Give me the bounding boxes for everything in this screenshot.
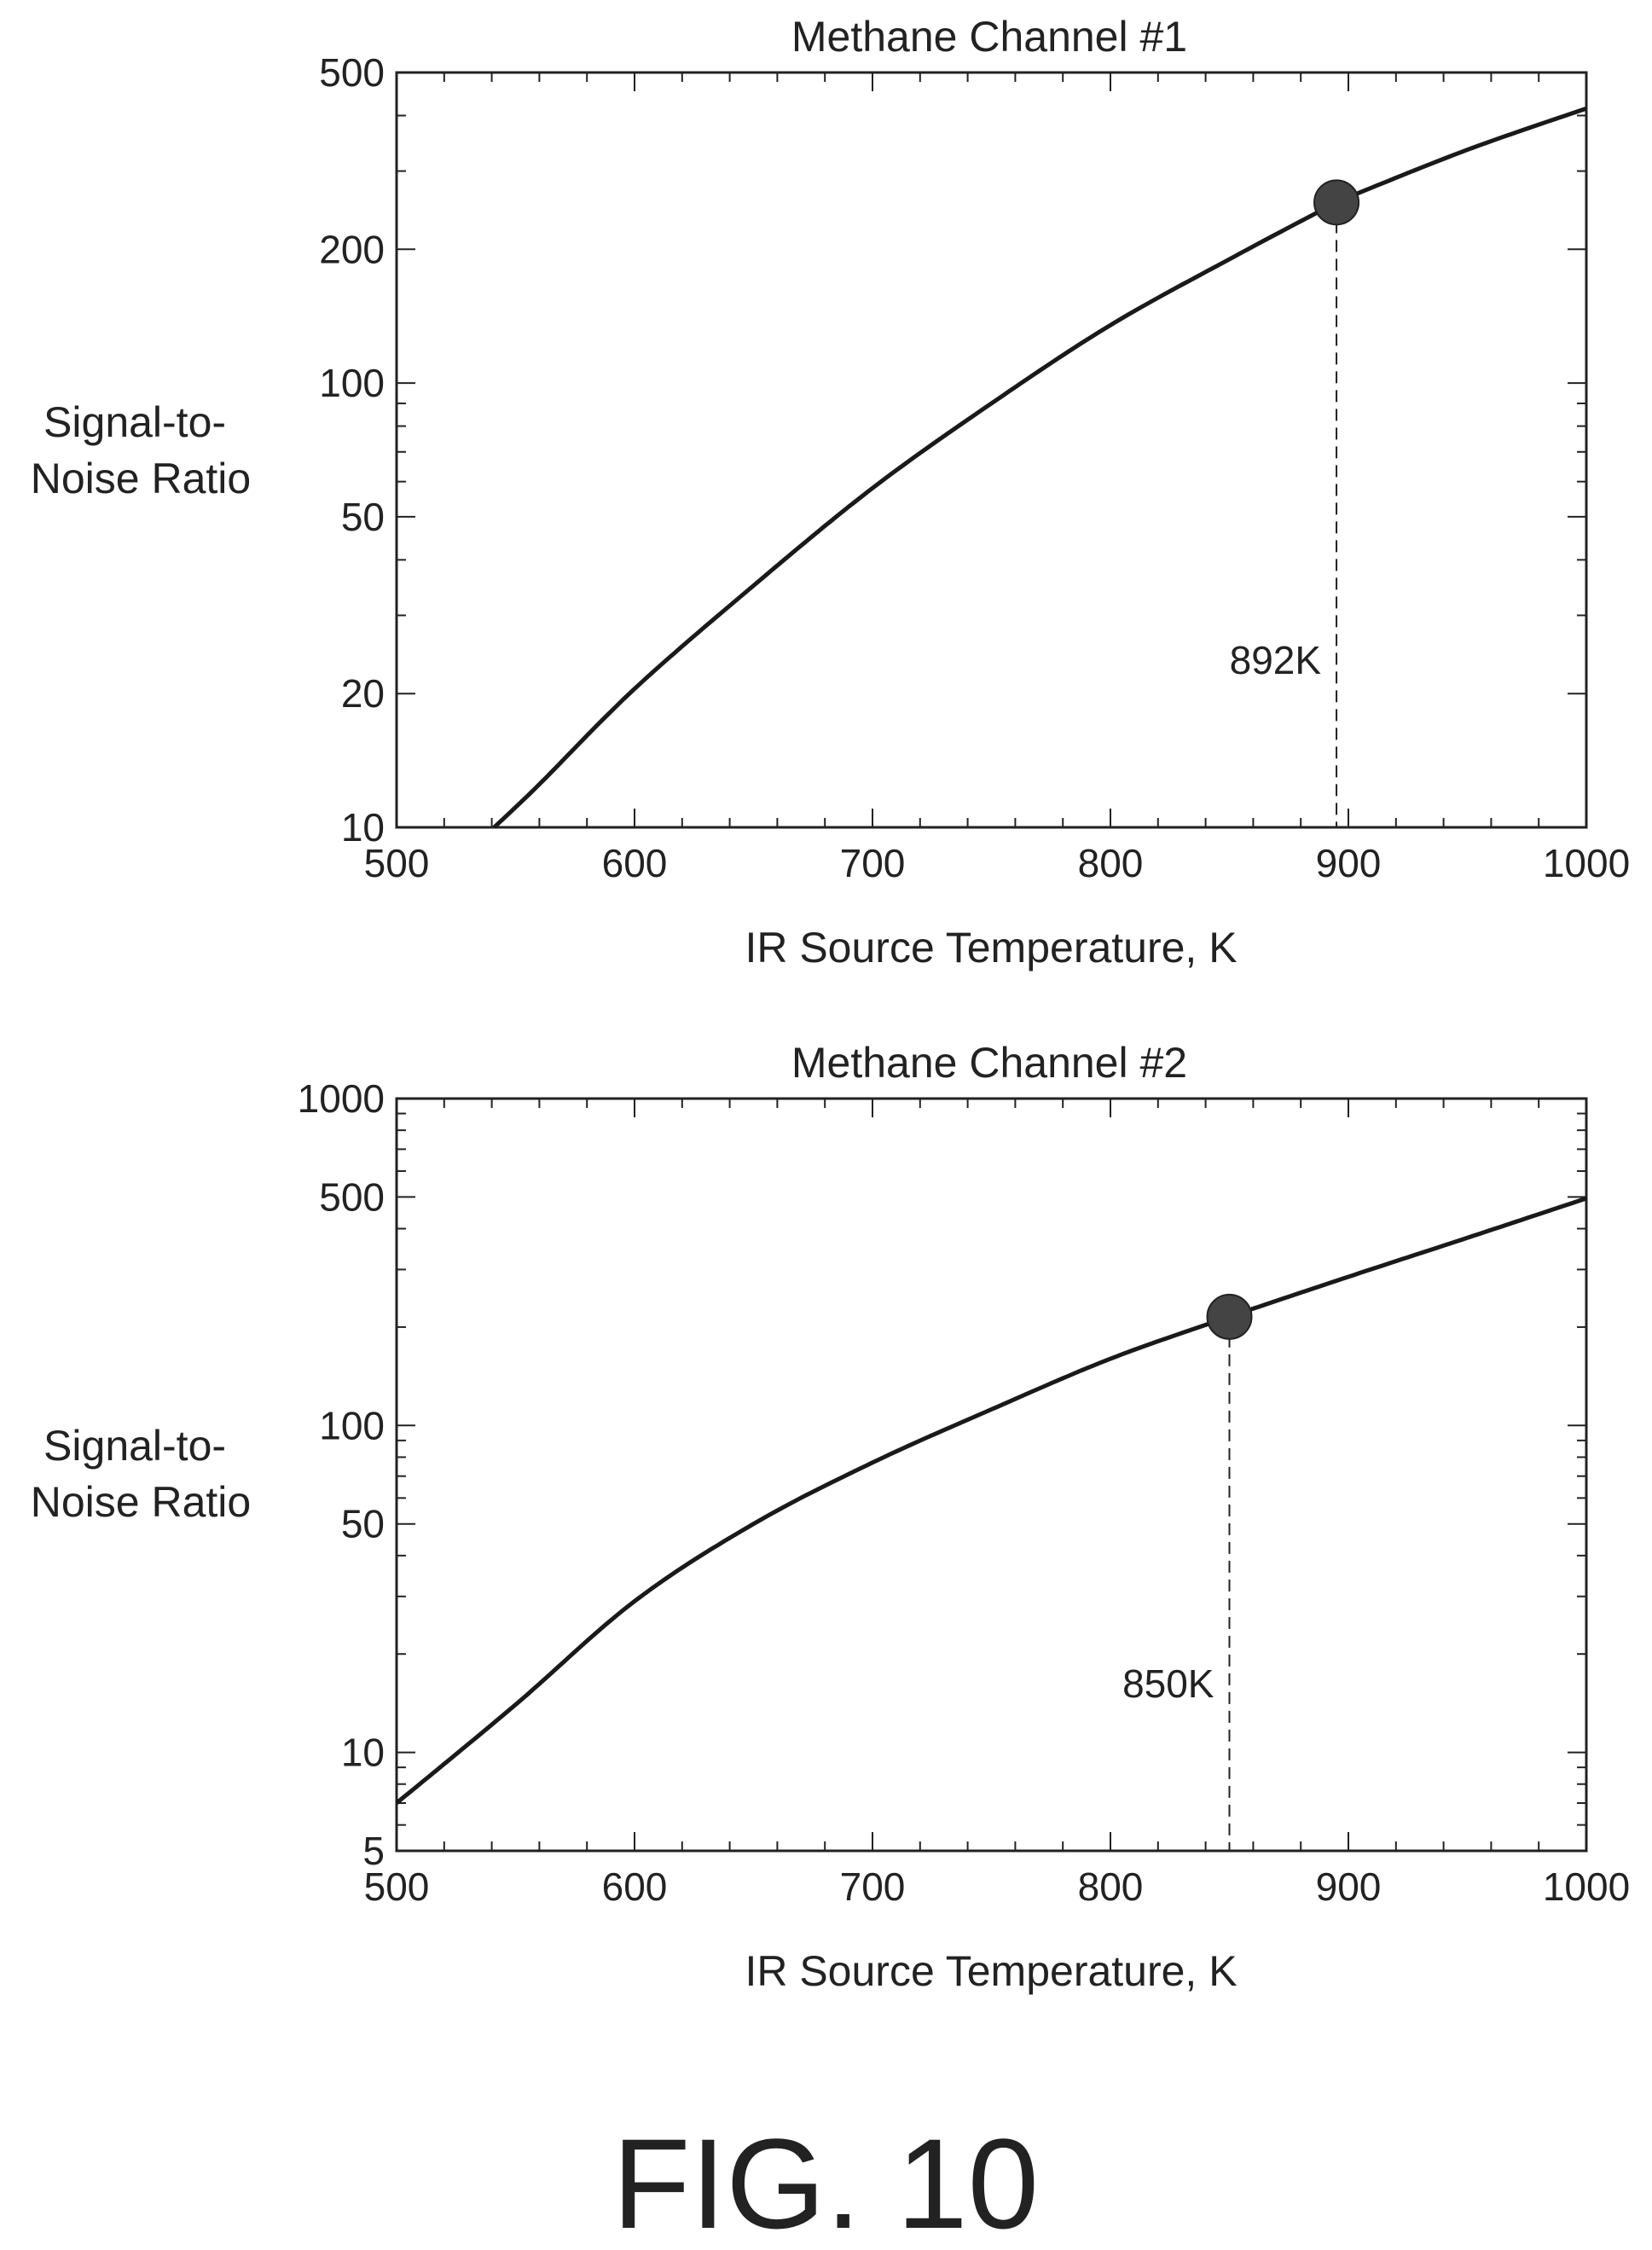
chart-2-annotation: 850K bbox=[1122, 1661, 1214, 1706]
chart-2-x-tick-label: 500 bbox=[364, 1864, 430, 1909]
chart-1-y-tick-label: 20 bbox=[341, 671, 385, 716]
chart-1-x-tick-label: 1000 bbox=[1543, 841, 1630, 885]
chart-2-operating-point-marker bbox=[1206, 1293, 1253, 1340]
chart-1-x-axis-label: IR Source Temperature, K bbox=[745, 924, 1237, 971]
chart-1-y-axis-label-line-2: Noise Ratio bbox=[31, 455, 251, 502]
chart-2-tick-marks bbox=[396, 1098, 1587, 1852]
chart-1-x-tick-label: 600 bbox=[602, 841, 668, 885]
chart-2-y-tick-labels: 5 10 50 100 500 1000 bbox=[298, 1076, 385, 1873]
chart-1-y-tick-labels: 10 20 50 100 200 500 bbox=[319, 50, 385, 850]
chart-2-plot-frame bbox=[395, 1097, 1588, 1853]
chart-1-x-tick-label: 900 bbox=[1316, 841, 1382, 885]
chart-1-y-tick-label: 50 bbox=[341, 495, 385, 539]
chart-1-y-tick-label: 10 bbox=[341, 805, 385, 850]
chart-1-x-tick-labels: 500 600 700 800 900 1000 bbox=[364, 841, 1631, 885]
chart-1-y-tick-label: 100 bbox=[319, 361, 385, 405]
chart-2-y-axis-label-line-1: Signal-to- bbox=[43, 1422, 226, 1470]
chart-2-y-axis-label: Signal-to- Noise Ratio bbox=[31, 1422, 251, 1526]
chart-1-x-tick-label: 800 bbox=[1078, 841, 1144, 885]
chart-1-tick-marks bbox=[396, 72, 1587, 828]
chart-2-y-tick-label: 100 bbox=[319, 1403, 385, 1447]
chart-2-x-tick-label: 900 bbox=[1316, 1864, 1382, 1909]
chart-2-x-tick-label: 800 bbox=[1078, 1864, 1144, 1909]
chart-2-y-tick-label: 500 bbox=[319, 1174, 385, 1219]
chart-2-x-tick-label: 600 bbox=[602, 1864, 668, 1909]
chart-2-snr-curve bbox=[395, 1196, 1587, 1805]
chart-1-y-tick-label: 500 bbox=[319, 50, 385, 95]
chart-1-annotation: 892K bbox=[1230, 638, 1322, 682]
chart-1-plot-frame bbox=[395, 71, 1588, 829]
chart-methane-channel-1: Methane Channel #1 10 20 50 100 200 500 500 60… bbox=[31, 13, 1630, 971]
chart-2-x-tick-label: 700 bbox=[840, 1864, 906, 1909]
chart-2-y-tick-label: 1000 bbox=[298, 1076, 385, 1121]
chart-2-y-tick-label: 50 bbox=[341, 1502, 385, 1546]
chart-1-y-axis-label: Signal-to- Noise Ratio bbox=[31, 398, 251, 502]
chart-1-operating-point-marker bbox=[1313, 179, 1360, 226]
chart-2-x-tick-labels: 500 600 700 800 900 1000 bbox=[364, 1864, 1631, 1909]
chart-1-y-tick-label: 200 bbox=[319, 227, 385, 271]
chart-2-x-tick-label: 1000 bbox=[1543, 1864, 1630, 1909]
chart-2-y-tick-label: 5 bbox=[362, 1829, 385, 1873]
chart-1-x-tick-label: 500 bbox=[364, 841, 430, 885]
chart-2-y-tick-label: 10 bbox=[341, 1731, 385, 1775]
chart-2-title: Methane Channel #2 bbox=[791, 1039, 1187, 1087]
chart-1-snr-curve bbox=[492, 106, 1587, 829]
chart-methane-channel-2: Methane Channel #2 5 10 50 100 500 1000 500 60… bbox=[31, 1039, 1630, 1995]
chart-1-y-axis-label-line-1: Signal-to- bbox=[43, 398, 226, 446]
chart-1-x-tick-label: 700 bbox=[840, 841, 906, 885]
figure-label: FIG. 10 bbox=[612, 2112, 1039, 2250]
chart-1-title: Methane Channel #1 bbox=[791, 13, 1187, 61]
chart-2-x-axis-label: IR Source Temperature, K bbox=[745, 1947, 1237, 1995]
chart-2-y-axis-label-line-2: Noise Ratio bbox=[31, 1478, 251, 1526]
